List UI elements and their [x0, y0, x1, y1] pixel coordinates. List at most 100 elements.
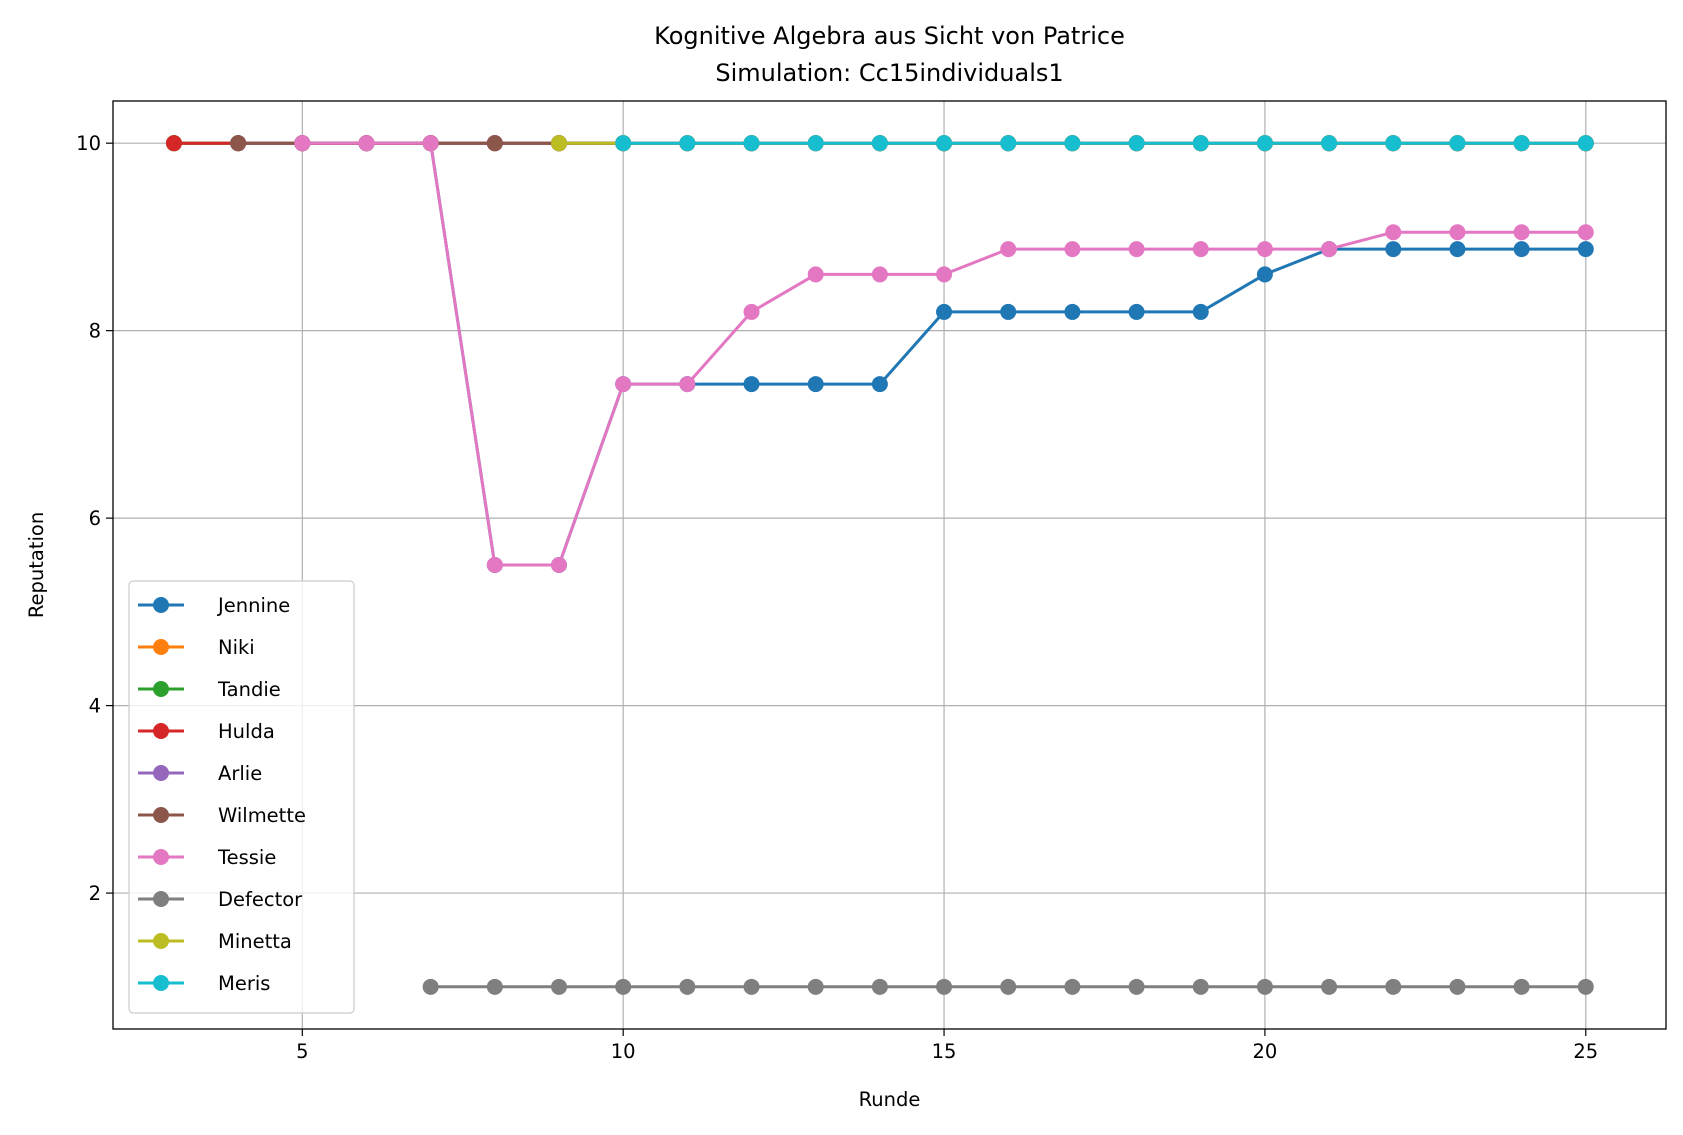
- data-point-defector: [422, 978, 439, 995]
- data-point-meris: [871, 135, 888, 152]
- data-point-tessie: [871, 266, 888, 283]
- legend-marker-niki: [153, 639, 169, 655]
- legend-item-defector: Defector: [138, 888, 303, 911]
- legend-item-tandie: Tandie: [138, 678, 281, 701]
- data-point-meris: [1513, 135, 1530, 152]
- data-point-tessie: [1128, 241, 1145, 258]
- data-point-defector: [1064, 978, 1081, 995]
- data-point-jennine: [743, 376, 760, 393]
- data-point-tessie: [807, 266, 824, 283]
- legend-item-hulda: Hulda: [138, 720, 275, 743]
- legend-label-wilmette: Wilmette: [218, 804, 306, 827]
- legend-box: [128, 580, 355, 1014]
- legend-label-minetta: Minetta: [218, 930, 292, 953]
- x-tick-label: 25: [1573, 1040, 1598, 1063]
- data-point-defector: [1192, 978, 1209, 995]
- data-point-defector: [936, 978, 953, 995]
- data-point-defector: [1385, 978, 1402, 995]
- legend-label-hulda: Hulda: [218, 720, 275, 743]
- data-point-defector: [1449, 978, 1466, 995]
- data-point-defector: [807, 978, 824, 995]
- legend-label-jennine: Jennine: [216, 594, 290, 617]
- data-point-tessie: [743, 303, 760, 320]
- series-group: [165, 135, 1594, 995]
- legend-marker-wilmette: [153, 807, 169, 823]
- data-point-meris: [1192, 135, 1209, 152]
- data-point-wilmette: [486, 135, 503, 152]
- data-point-meris: [936, 135, 953, 152]
- data-point-jennine: [1577, 241, 1594, 258]
- legend-marker-arlie: [153, 765, 169, 781]
- y-tick-label: 8: [89, 320, 101, 343]
- legend-item-meris: Meris: [138, 972, 270, 995]
- data-point-wilmette: [230, 135, 247, 152]
- data-point-defector: [1000, 978, 1017, 995]
- data-point-jennine: [1256, 266, 1273, 283]
- legend-item-niki: Niki: [138, 636, 255, 659]
- data-point-meris: [1256, 135, 1273, 152]
- legend-label-arlie: Arlie: [218, 762, 262, 785]
- data-point-tessie: [1321, 241, 1338, 258]
- data-point-meris: [1449, 135, 1466, 152]
- data-point-tessie: [1577, 224, 1594, 241]
- y-tick-label: 4: [89, 695, 101, 718]
- x-tick-label: 5: [296, 1040, 308, 1063]
- data-point-jennine: [1064, 303, 1081, 320]
- data-point-meris: [1000, 135, 1017, 152]
- legend-marker-tessie: [153, 849, 169, 865]
- y-axis-label: Reputation: [25, 512, 48, 618]
- data-point-meris: [1064, 135, 1081, 152]
- data-point-defector: [743, 978, 760, 995]
- x-tick-label: 10: [611, 1040, 636, 1063]
- data-point-defector: [1256, 978, 1273, 995]
- data-point-meris: [679, 135, 696, 152]
- data-point-jennine: [936, 303, 953, 320]
- data-point-defector: [551, 978, 568, 995]
- legend-label-meris: Meris: [218, 972, 270, 995]
- legend-item-wilmette: Wilmette: [138, 804, 306, 827]
- data-point-tessie: [294, 135, 311, 152]
- data-point-tessie: [1192, 241, 1209, 258]
- y-tick-label: 10: [76, 132, 101, 155]
- data-point-jennine: [1513, 241, 1530, 258]
- data-point-tessie: [615, 376, 632, 393]
- data-point-meris: [1577, 135, 1594, 152]
- data-point-jennine: [1192, 303, 1209, 320]
- data-point-defector: [679, 978, 696, 995]
- chart-subtitle: Simulation: Cc15individuals1: [715, 59, 1063, 87]
- y-tick-label: 2: [89, 882, 101, 905]
- series-tessie: [294, 135, 1594, 573]
- legend-label-tessie: Tessie: [217, 846, 276, 869]
- data-point-jennine: [871, 376, 888, 393]
- legend-marker-defector: [153, 891, 169, 907]
- chart-title: Kognitive Algebra aus Sicht von Patrice: [654, 22, 1125, 50]
- data-point-tessie: [936, 266, 953, 283]
- data-point-meris: [1128, 135, 1145, 152]
- series-defector: [422, 978, 1594, 995]
- data-point-defector: [1128, 978, 1145, 995]
- data-point-tessie: [358, 135, 375, 152]
- data-point-defector: [486, 978, 503, 995]
- data-point-defector: [1321, 978, 1338, 995]
- data-point-tessie: [1449, 224, 1466, 241]
- data-point-meris: [743, 135, 760, 152]
- legend: Jennine Niki Tandie Hulda Arlie Wilmette Tessi…: [128, 580, 355, 1014]
- legend-item-arlie: Arlie: [138, 762, 262, 785]
- legend-label-niki: Niki: [218, 636, 255, 659]
- data-point-jennine: [1000, 303, 1017, 320]
- data-point-minetta: [551, 135, 568, 152]
- legend-marker-meris: [153, 975, 169, 991]
- x-tick-label: 15: [932, 1040, 957, 1063]
- data-point-jennine: [807, 376, 824, 393]
- data-point-defector: [615, 978, 632, 995]
- data-point-meris: [807, 135, 824, 152]
- legend-item-minetta: Minetta: [138, 930, 292, 953]
- legend-label-defector: Defector: [218, 888, 303, 911]
- legend-item-jennine: Jennine: [138, 594, 290, 617]
- data-point-jennine: [1449, 241, 1466, 258]
- data-point-tessie: [1000, 241, 1017, 258]
- legend-marker-tandie: [153, 681, 169, 697]
- data-point-tessie: [486, 557, 503, 573]
